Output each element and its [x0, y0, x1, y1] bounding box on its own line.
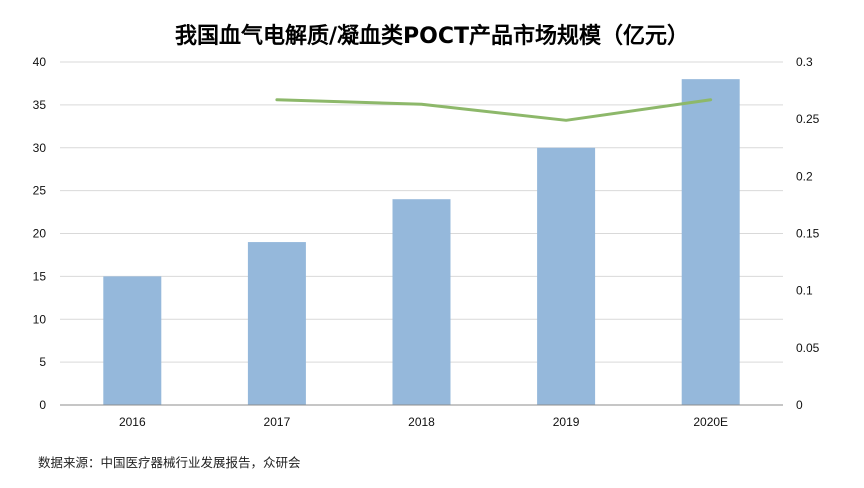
bar-series — [103, 79, 740, 406]
left-tick-label: 10 — [33, 312, 47, 326]
left-tick-label: 5 — [39, 355, 46, 369]
left-tick-label: 0 — [39, 398, 46, 412]
right-tick-label: 0.2 — [796, 169, 813, 183]
bar-2017 — [247, 242, 306, 405]
left-tick-label: 25 — [33, 184, 47, 198]
bar-2016 — [103, 276, 162, 405]
right-tick-label: 0.1 — [796, 284, 813, 298]
right-tick-label: 0 — [796, 398, 803, 412]
x-tick-label: 2017 — [264, 415, 291, 429]
left-tick-label: 30 — [33, 141, 47, 155]
left-tick-label: 15 — [33, 269, 47, 283]
bar-2020E — [681, 79, 740, 406]
line-series — [275, 98, 713, 122]
left-axis-ticks: 0 5 10 15 20 25 30 35 40 — [33, 55, 47, 412]
left-tick-label: 35 — [33, 98, 47, 112]
right-tick-label: 0.15 — [796, 227, 820, 241]
source-note: 数据来源：中国医疗器械行业发展报告，众研会 — [38, 455, 301, 470]
line-series-path — [275, 98, 713, 122]
x-tick-label: 2016 — [119, 415, 146, 429]
right-axis-ticks: 0 0.05 0.1 0.15 0.2 0.25 0.3 — [796, 55, 820, 412]
left-tick-label: 20 — [33, 227, 47, 241]
right-tick-label: 0.25 — [796, 112, 820, 126]
x-axis-ticks: 2016 2017 2018 2019 2020E — [119, 415, 728, 429]
x-tick-label: 2018 — [408, 415, 435, 429]
right-tick-label: 0.05 — [796, 341, 820, 355]
x-tick-label: 2019 — [553, 415, 580, 429]
right-tick-label: 0.3 — [796, 55, 813, 69]
bar-2019 — [537, 147, 596, 405]
left-tick-label: 40 — [33, 55, 47, 69]
chart-title: 我国血气电解质/凝血类POCT产品市场规模（亿元） — [174, 24, 689, 49]
x-tick-label: 2020E — [693, 415, 728, 429]
bar-2018 — [392, 199, 451, 405]
